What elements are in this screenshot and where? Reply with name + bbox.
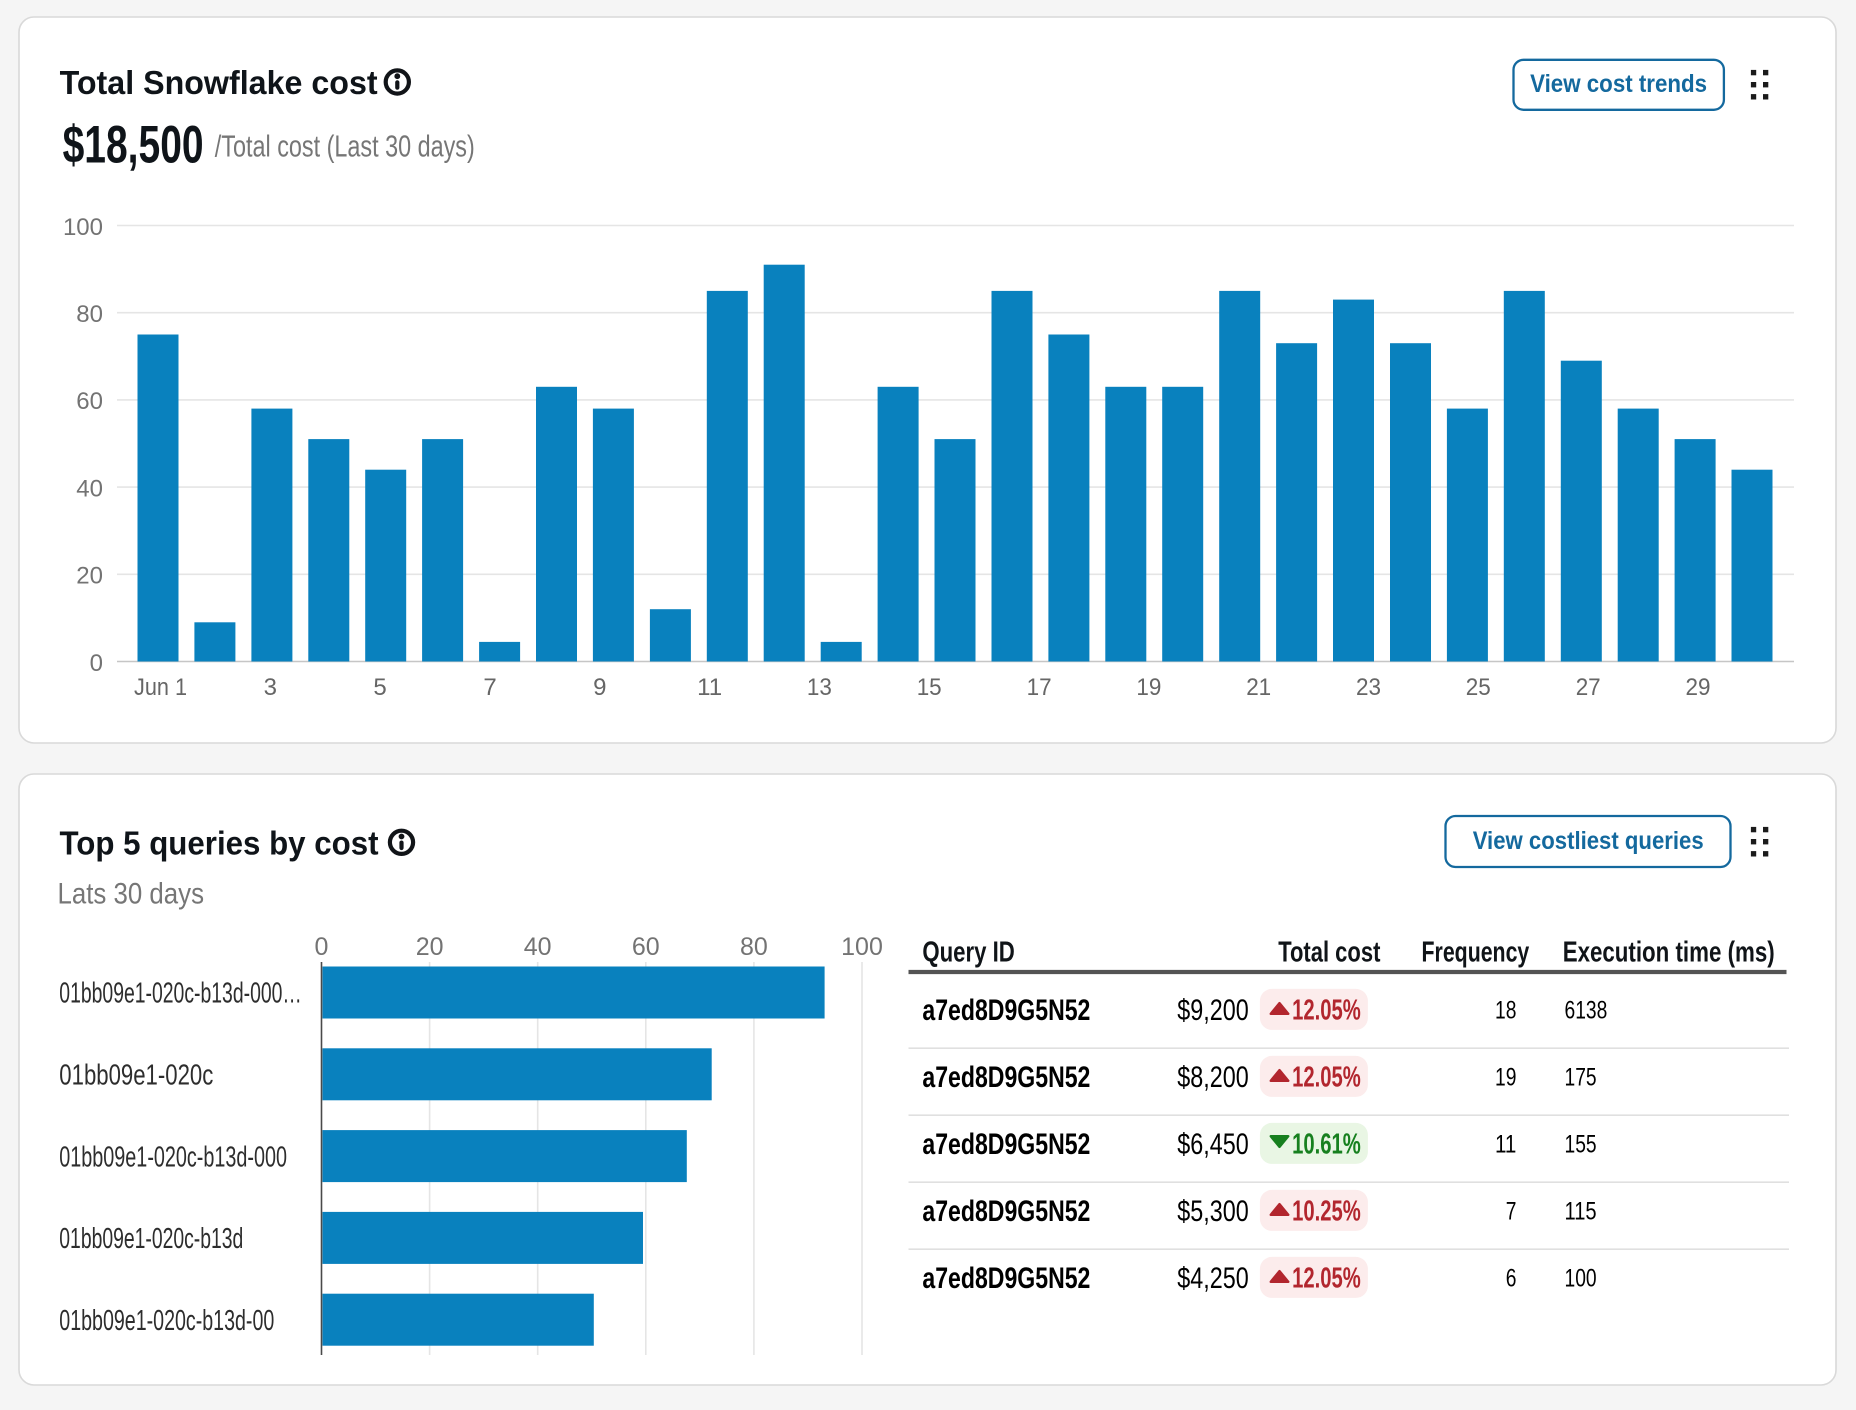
svg-text:100: 100 (841, 933, 883, 961)
svg-text:View cost trends: View cost trends (1530, 70, 1707, 98)
svg-text:$4,250: $4,250 (1177, 1262, 1248, 1295)
svg-text:155: 155 (1565, 1131, 1597, 1159)
svg-text:$9,200: $9,200 (1177, 994, 1248, 1027)
svg-text:6138: 6138 (1565, 997, 1608, 1025)
svg-text:$6,450: $6,450 (1177, 1128, 1248, 1161)
svg-text:40: 40 (524, 933, 552, 961)
svg-text:6: 6 (1506, 1265, 1517, 1293)
svg-text:115: 115 (1565, 1198, 1597, 1226)
svg-text:40: 40 (76, 475, 103, 502)
svg-text:7: 7 (483, 674, 496, 701)
svg-text:80: 80 (76, 301, 103, 328)
svg-text:/Total cost (Last 30 days): /Total cost (Last 30 days) (215, 129, 475, 164)
svg-text:17: 17 (1027, 674, 1052, 701)
svg-text:23: 23 (1356, 674, 1381, 701)
svg-text:a7ed8D9G5N52: a7ed8D9G5N52 (922, 1128, 1090, 1161)
svg-text:5: 5 (373, 674, 386, 701)
svg-text:100: 100 (63, 214, 103, 241)
svg-text:10.25%: 10.25% (1292, 1196, 1361, 1228)
svg-text:0: 0 (315, 933, 329, 961)
svg-text:100: 100 (1565, 1265, 1597, 1293)
svg-text:01bb09e1-020c: 01bb09e1-020c (59, 1059, 213, 1091)
svg-text:175: 175 (1565, 1064, 1597, 1092)
svg-text:19: 19 (1495, 1064, 1516, 1092)
svg-text:$18,500: $18,500 (63, 116, 204, 175)
svg-text:01bb09e1-020c-b13d-00: 01bb09e1-020c-b13d-00 (59, 1305, 274, 1337)
svg-text:3: 3 (264, 674, 277, 701)
svg-text:12.05%: 12.05% (1292, 995, 1361, 1027)
svg-text:Top 5 queries by cost: Top 5 queries by cost (60, 825, 379, 862)
svg-text:0: 0 (90, 650, 103, 677)
svg-text:$8,200: $8,200 (1177, 1061, 1248, 1094)
svg-text:01bb09e1-020c-b13d-000…: 01bb09e1-020c-b13d-000… (59, 978, 301, 1010)
svg-text:01bb09e1-020c-b13d-000: 01bb09e1-020c-b13d-000 (59, 1141, 287, 1173)
svg-text:60: 60 (632, 933, 660, 961)
svg-text:7: 7 (1506, 1198, 1517, 1226)
svg-text:a7ed8D9G5N52: a7ed8D9G5N52 (922, 1061, 1090, 1094)
svg-text:12.05%: 12.05% (1292, 1062, 1361, 1094)
svg-text:Lats 30 days: Lats 30 days (58, 878, 205, 911)
svg-text:12.05%: 12.05% (1292, 1263, 1361, 1295)
svg-text:a7ed8D9G5N52: a7ed8D9G5N52 (922, 1262, 1090, 1295)
svg-text:Query ID: Query ID (922, 936, 1014, 968)
svg-text:Total cost: Total cost (1278, 936, 1380, 968)
svg-text:Total Snowflake cost: Total Snowflake cost (60, 65, 378, 102)
svg-text:15: 15 (917, 674, 942, 701)
svg-text:10.61%: 10.61% (1292, 1129, 1361, 1161)
svg-text:a7ed8D9G5N52: a7ed8D9G5N52 (922, 994, 1090, 1027)
svg-text:Jun 1: Jun 1 (134, 674, 187, 701)
svg-text:11: 11 (697, 674, 722, 701)
svg-text:11: 11 (1495, 1131, 1516, 1159)
svg-text:80: 80 (740, 933, 768, 961)
svg-text:Frequency: Frequency (1422, 936, 1530, 968)
svg-text:13: 13 (807, 674, 832, 701)
svg-text:29: 29 (1686, 674, 1711, 701)
svg-text:60: 60 (76, 388, 103, 415)
svg-text:18: 18 (1495, 997, 1516, 1025)
svg-text:9: 9 (593, 674, 606, 701)
svg-text:20: 20 (416, 933, 444, 961)
svg-text:01bb09e1-020c-b13d: 01bb09e1-020c-b13d (59, 1223, 243, 1255)
svg-text:25: 25 (1466, 674, 1491, 701)
svg-text:a7ed8D9G5N52: a7ed8D9G5N52 (922, 1195, 1090, 1228)
svg-text:Execution time (ms): Execution time (ms) (1563, 936, 1775, 968)
svg-text:19: 19 (1136, 674, 1161, 701)
svg-text:$5,300: $5,300 (1177, 1195, 1248, 1228)
svg-text:View costliest queries: View costliest queries (1473, 827, 1704, 855)
svg-text:27: 27 (1576, 674, 1601, 701)
svg-text:20: 20 (76, 563, 103, 590)
svg-text:21: 21 (1246, 674, 1271, 701)
